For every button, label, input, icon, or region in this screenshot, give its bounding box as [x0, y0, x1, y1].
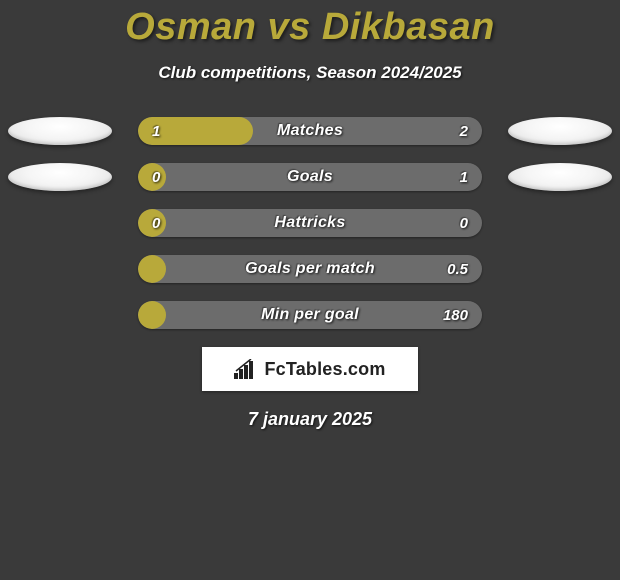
bars-icon — [234, 359, 258, 379]
stat-label: Hattricks — [138, 209, 482, 237]
stat-row: 0Goals1 — [0, 163, 620, 191]
stat-label: Matches — [138, 117, 482, 145]
brand-text: FcTables.com — [264, 359, 385, 380]
stat-row: Min per goal180 — [0, 301, 620, 329]
stat-bar: 0Hattricks0 — [138, 209, 482, 237]
stat-label: Goals per match — [138, 255, 482, 283]
subtitle: Club competitions, Season 2024/2025 — [0, 63, 620, 83]
stat-right-value: 180 — [443, 301, 468, 329]
player-ellipse-left — [8, 163, 112, 191]
player-ellipse-right — [508, 163, 612, 191]
stat-label: Min per goal — [138, 301, 482, 329]
stat-bar: 0Goals1 — [138, 163, 482, 191]
stat-label: Goals — [138, 163, 482, 191]
stat-right-value: 2 — [460, 117, 468, 145]
stat-row: Goals per match0.5 — [0, 255, 620, 283]
stat-rows: 1Matches20Goals10Hattricks0Goals per mat… — [0, 117, 620, 329]
stat-right-value: 0 — [460, 209, 468, 237]
stat-right-value: 1 — [460, 163, 468, 191]
player-ellipse-left — [8, 117, 112, 145]
stat-row: 0Hattricks0 — [0, 209, 620, 237]
page-title: Osman vs Dikbasan — [0, 0, 620, 49]
player-ellipse-right — [508, 117, 612, 145]
stat-bar: Goals per match0.5 — [138, 255, 482, 283]
stat-bar: 1Matches2 — [138, 117, 482, 145]
stat-bar: Min per goal180 — [138, 301, 482, 329]
stat-row: 1Matches2 — [0, 117, 620, 145]
stat-right-value: 0.5 — [447, 255, 468, 283]
brand-box: FcTables.com — [202, 347, 418, 391]
date-label: 7 january 2025 — [0, 409, 620, 430]
